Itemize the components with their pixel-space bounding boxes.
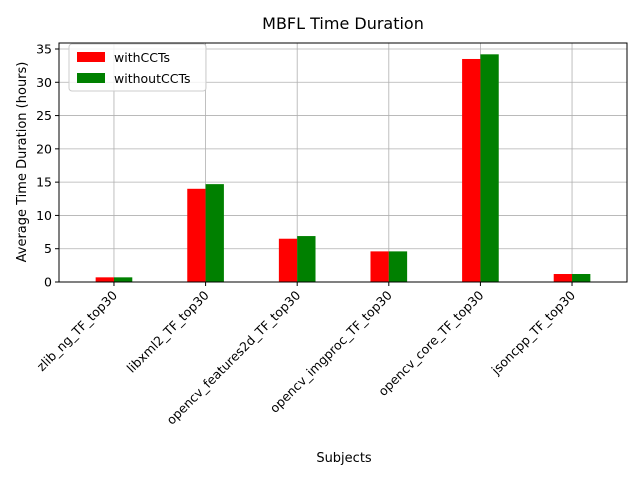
bar-withoutCCTs-3 bbox=[388, 251, 408, 282]
bar-withoutCCTs-5 bbox=[572, 274, 591, 282]
y-tick-label: 25 bbox=[36, 108, 52, 123]
bar-withoutCCTs-0 bbox=[113, 277, 133, 282]
y-tick-label: 0 bbox=[44, 275, 52, 290]
y-tick-label: 15 bbox=[36, 175, 52, 190]
bar-withCCTs-4 bbox=[462, 58, 481, 282]
legend-label-withCCTs: withCCTs bbox=[114, 50, 170, 65]
bar-withCCTs-5 bbox=[553, 274, 573, 282]
legend: withCCTs withoutCCTs bbox=[68, 43, 207, 92]
x-axis-label: Subjects bbox=[316, 451, 372, 466]
y-tick-label: 30 bbox=[36, 75, 52, 90]
bar-withCCTs-0 bbox=[95, 277, 114, 282]
chart-title: MBFL Time Duration bbox=[262, 14, 424, 33]
y-tick-label: 10 bbox=[36, 208, 52, 223]
bar-withoutCCTs-1 bbox=[205, 184, 224, 282]
y-tick-label: 35 bbox=[36, 41, 52, 56]
legend-label-withoutCCTs: withoutCCTs bbox=[114, 71, 191, 86]
bar-withCCTs-3 bbox=[370, 251, 389, 282]
legend-swatch-withoutCCTs bbox=[77, 73, 105, 83]
y-tick-label: 5 bbox=[44, 241, 52, 256]
bar-withCCTs-2 bbox=[278, 238, 298, 282]
bar-withoutCCTs-2 bbox=[297, 236, 316, 282]
bar-withoutCCTs-4 bbox=[480, 54, 499, 282]
legend-swatch-withCCTs bbox=[77, 52, 105, 62]
bars bbox=[95, 54, 591, 282]
bar-withCCTs-1 bbox=[187, 188, 206, 282]
y-tick-label: 20 bbox=[36, 141, 52, 156]
plot-frame bbox=[58, 42, 628, 283]
y-axis-label: Average Time Duration (hours) bbox=[15, 62, 30, 263]
